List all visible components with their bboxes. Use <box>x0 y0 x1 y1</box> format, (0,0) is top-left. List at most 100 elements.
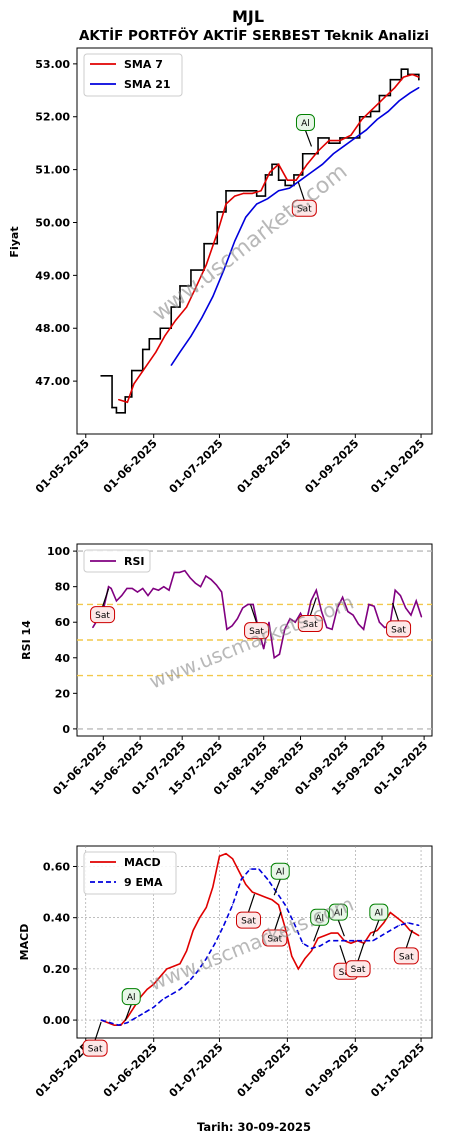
macd-point <box>271 899 273 901</box>
sma21-point <box>354 137 356 139</box>
sma7-point <box>269 171 271 173</box>
rsi-y-tick-label: 0 <box>62 723 70 736</box>
rsi-point <box>163 586 165 588</box>
rsi-point <box>273 657 275 659</box>
rsi-point <box>226 628 228 630</box>
rsi-point <box>236 618 239 620</box>
sell-signal-box <box>345 960 371 978</box>
price-y-tick-label: 50.00 <box>35 216 70 229</box>
sell-signal-box <box>262 929 288 947</box>
buy-signal-label: Al <box>301 119 310 129</box>
signal-arrow <box>337 919 345 937</box>
sell-signal-label: Sat <box>241 917 256 927</box>
rsi-point <box>194 582 196 584</box>
rsi-point <box>363 628 365 630</box>
buy-signal-label: Al <box>315 914 324 924</box>
rsi-y-tick-label: 60 <box>55 616 71 629</box>
macd-point <box>172 965 175 967</box>
signal-arrow <box>297 182 305 201</box>
9ema-point <box>293 922 295 924</box>
signal-arrow <box>313 925 321 942</box>
rsi-point <box>168 589 170 591</box>
sma21-point <box>179 351 181 353</box>
rsi-point <box>405 607 407 609</box>
9ema-point <box>389 929 391 932</box>
rsi-point <box>320 610 323 613</box>
rsi-panel: 01-06-202515-06-202501-07-202515-07-2025… <box>20 543 433 798</box>
sma7-point <box>402 76 405 78</box>
rsi-y-tick-label: 80 <box>55 581 71 594</box>
9ema-point <box>179 988 181 990</box>
9ema-point <box>153 1006 155 1008</box>
macd-point <box>146 988 148 990</box>
rsi-point <box>336 607 338 609</box>
signal-arrow <box>309 597 317 616</box>
sma7-point <box>175 319 177 321</box>
9ema-point <box>109 1022 111 1024</box>
rsi-point <box>242 607 244 609</box>
sma7-point <box>295 179 297 181</box>
rsi-point <box>157 589 160 591</box>
macd-x-tick-label: 01-10-2025 <box>368 1041 427 1100</box>
9ema-point <box>170 993 172 996</box>
buy-signal-box <box>369 903 389 921</box>
sma21-point <box>299 179 302 181</box>
price-x-tick-label: 01-10-2025 <box>368 437 427 496</box>
macd-marks: SatAlSatAlSatAlAlSatSatAlSat <box>82 852 420 1057</box>
rsi-legend: RSI <box>83 549 151 573</box>
sell-signal-box <box>82 1039 108 1057</box>
rsi-point <box>415 600 417 602</box>
signal-arrow <box>247 893 256 913</box>
rsi-point <box>410 614 412 616</box>
macd-point <box>409 929 411 932</box>
9ema-point <box>302 942 304 944</box>
rsi-point <box>268 621 270 623</box>
9ema-point <box>161 999 164 1001</box>
sma7-point <box>126 401 129 403</box>
rsi-point <box>373 605 375 607</box>
price-line <box>101 68 420 414</box>
sell-signal-label: Sat <box>303 620 318 630</box>
rsi-line <box>92 569 423 660</box>
sma7-point <box>317 150 319 152</box>
9ema-point <box>310 947 313 950</box>
9ema-point <box>284 904 286 906</box>
rsi-point <box>142 587 144 590</box>
macd-x-tick-label: 01-06-2025 <box>101 1041 160 1100</box>
buy-signal-box <box>310 908 330 926</box>
sma7-point <box>133 383 135 385</box>
rsi-point <box>299 612 302 614</box>
sma21-point <box>321 163 324 165</box>
macd-point <box>166 968 168 970</box>
price-legend: SMA 7 SMA 21 <box>83 53 183 97</box>
rsi-point <box>384 626 386 629</box>
price-x-tick-label: 01-06-2025 <box>101 437 160 496</box>
rsi-y-axis-label: RSI 14 <box>20 620 33 660</box>
macd-point <box>291 955 293 957</box>
macd-y-tick-label: 0.40 <box>43 912 70 925</box>
macd-point <box>383 922 385 924</box>
sma7-point <box>194 287 196 290</box>
macd-point <box>330 932 332 934</box>
rsi-point <box>210 578 212 581</box>
sma7-point <box>361 118 363 120</box>
macd-point <box>153 983 155 985</box>
sma7-point <box>164 335 166 337</box>
rsi-point <box>378 621 381 623</box>
sma7-line <box>118 73 420 404</box>
macd-panel: 01-05-2025 01-06-2025 01-07-2025 01-08-2025… <box>18 845 433 1100</box>
buy-signal-label: Al <box>334 909 343 919</box>
watermark-macd: www.uscmarkets.com <box>146 892 357 996</box>
signal-arrow <box>405 929 413 949</box>
sell-signal-box <box>90 606 116 624</box>
price-marks: Al Sat <box>100 68 420 414</box>
price-plot-frame <box>76 47 433 435</box>
macd-point <box>205 906 207 909</box>
price-x-tick-label: 01-07-2025 <box>167 437 226 496</box>
rsi-point <box>278 653 281 655</box>
macd-point <box>370 932 372 934</box>
signal-arrow <box>101 588 110 607</box>
date-footer: Tarih: 30-09-2025 <box>197 1120 311 1134</box>
macd-point <box>258 894 260 896</box>
rsi-point <box>173 571 175 574</box>
